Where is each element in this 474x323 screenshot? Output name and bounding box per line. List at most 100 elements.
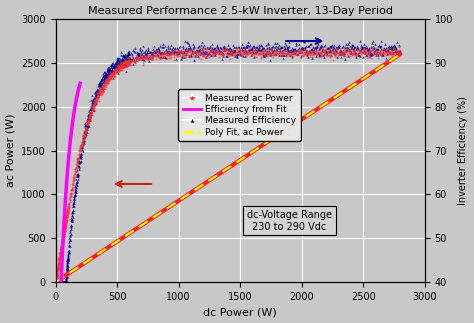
Point: [135, 57, 142, 63]
Point: [245, 47, 253, 52]
Point: [389, 43, 397, 48]
Point: [262, 43, 269, 48]
Point: [176, 49, 184, 54]
Point: [303, 52, 311, 57]
Point: [73, 182, 80, 187]
Point: [232, 51, 240, 57]
Point: [115, 63, 122, 68]
Point: [58, 245, 65, 250]
Point: [54, 264, 62, 269]
Point: [355, 47, 362, 53]
Point: [120, 53, 128, 58]
Point: [236, 48, 244, 53]
Point: [198, 47, 206, 52]
Point: [109, 74, 117, 79]
Point: [72, 177, 80, 182]
Point: [61, 221, 69, 226]
Point: [297, 46, 304, 51]
Point: [97, 86, 105, 91]
Point: [53, 276, 60, 281]
Point: [339, 49, 347, 55]
Point: [155, 55, 163, 60]
Point: [108, 62, 116, 68]
Point: [64, 208, 72, 213]
Point: [320, 54, 328, 59]
Point: [82, 129, 89, 134]
Point: [351, 44, 358, 49]
Point: [78, 141, 86, 147]
Point: [54, 269, 62, 274]
Point: [280, 43, 288, 48]
Point: [57, 250, 64, 255]
Point: [192, 50, 200, 55]
Point: [321, 50, 329, 55]
Point: [73, 172, 81, 177]
Point: [290, 47, 298, 53]
Point: [253, 51, 260, 56]
Point: [234, 50, 241, 55]
Point: [376, 43, 383, 48]
Point: [58, 241, 66, 246]
Point: [59, 280, 67, 285]
Point: [66, 234, 73, 239]
Point: [307, 55, 314, 60]
Point: [94, 89, 102, 94]
Point: [103, 77, 111, 82]
Point: [173, 50, 181, 55]
Point: [173, 50, 181, 56]
Point: [310, 50, 317, 56]
Point: [341, 48, 349, 53]
Point: [75, 160, 83, 165]
Point: [172, 48, 179, 53]
Point: [303, 51, 311, 56]
Point: [351, 51, 359, 56]
Point: [294, 49, 302, 54]
Point: [110, 64, 118, 69]
Point: [114, 68, 121, 74]
Point: [247, 49, 255, 55]
Point: [193, 47, 201, 53]
Point: [149, 50, 156, 55]
Point: [96, 80, 104, 85]
Point: [132, 57, 139, 62]
Point: [62, 220, 69, 225]
Point: [86, 117, 93, 122]
Point: [61, 280, 68, 285]
Point: [130, 56, 137, 61]
Point: [139, 54, 147, 59]
Point: [120, 57, 128, 62]
Point: [116, 61, 123, 66]
Point: [203, 52, 211, 57]
Point: [289, 50, 296, 56]
Point: [252, 50, 259, 55]
Point: [392, 44, 399, 49]
Point: [283, 47, 290, 53]
Point: [54, 280, 62, 285]
Point: [77, 148, 84, 153]
Point: [323, 49, 331, 55]
Point: [105, 75, 113, 80]
Point: [78, 139, 85, 144]
Point: [54, 280, 62, 285]
Point: [382, 48, 390, 53]
Point: [59, 280, 66, 285]
Point: [113, 65, 121, 70]
Point: [125, 56, 133, 61]
Point: [59, 280, 67, 285]
Point: [384, 53, 392, 58]
Point: [81, 123, 89, 128]
Point: [62, 222, 69, 227]
Point: [136, 48, 143, 53]
Point: [64, 263, 71, 268]
Point: [183, 50, 191, 55]
Point: [53, 276, 60, 281]
Point: [383, 47, 391, 53]
Point: [360, 48, 368, 53]
Point: [349, 51, 356, 56]
Point: [54, 280, 61, 285]
Point: [279, 55, 287, 60]
Point: [219, 45, 227, 50]
Point: [228, 50, 235, 55]
Point: [109, 72, 117, 78]
Point: [382, 46, 390, 51]
